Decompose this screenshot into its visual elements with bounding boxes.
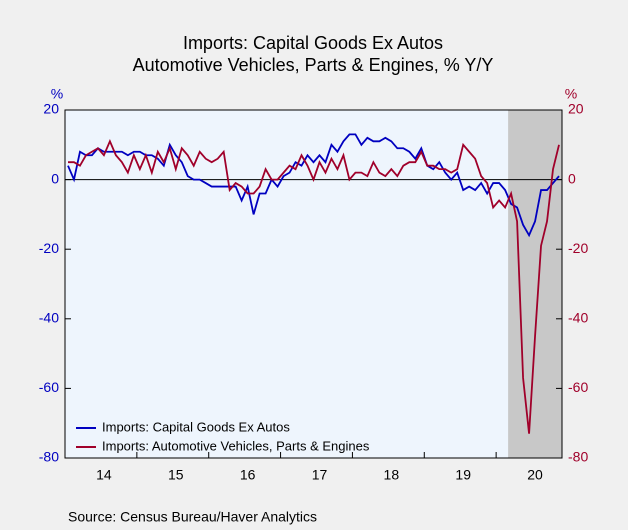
y2-tick-label: -40 xyxy=(568,310,588,326)
y-tick-label: -60 xyxy=(39,379,59,395)
series-line xyxy=(67,133,560,238)
chart-title: Imports: Capital Goods Ex Autos xyxy=(183,33,443,53)
y2-tick-label: -80 xyxy=(568,449,588,465)
source-note: Source: Census Bureau/Haver Analytics xyxy=(68,509,317,525)
y2-tick-label: -60 xyxy=(568,379,588,395)
plot-frame xyxy=(64,109,563,459)
y-tick-label: 20 xyxy=(43,101,59,117)
x-tick-label: 15 xyxy=(168,467,184,483)
legend-label: Imports: Capital Goods Ex Autos xyxy=(102,419,290,434)
x-tick-label: 20 xyxy=(527,467,543,483)
y-axis-label: % xyxy=(51,86,63,102)
legend-label: Imports: Automotive Vehicles, Parts & En… xyxy=(102,438,370,453)
y-tick-label: -20 xyxy=(39,240,59,256)
y2-tick-label: 0 xyxy=(568,170,576,186)
x-tick-label: 16 xyxy=(240,467,256,483)
x-tick-label: 14 xyxy=(96,467,112,483)
y2-tick-label: -20 xyxy=(568,240,588,256)
y2-axis-label: % xyxy=(565,86,577,102)
series-line xyxy=(67,139,560,434)
y2-tick-label: 20 xyxy=(568,101,584,117)
y-tick-label: -40 xyxy=(39,310,59,326)
x-tick-label: 18 xyxy=(384,467,400,483)
y-tick-label: 0 xyxy=(51,170,59,186)
y-tick-label: -80 xyxy=(39,449,59,465)
chart-subtitle: Automotive Vehicles, Parts & Engines, % … xyxy=(133,55,494,75)
x-tick-label: 17 xyxy=(312,467,328,483)
x-tick-label: 19 xyxy=(455,467,471,483)
